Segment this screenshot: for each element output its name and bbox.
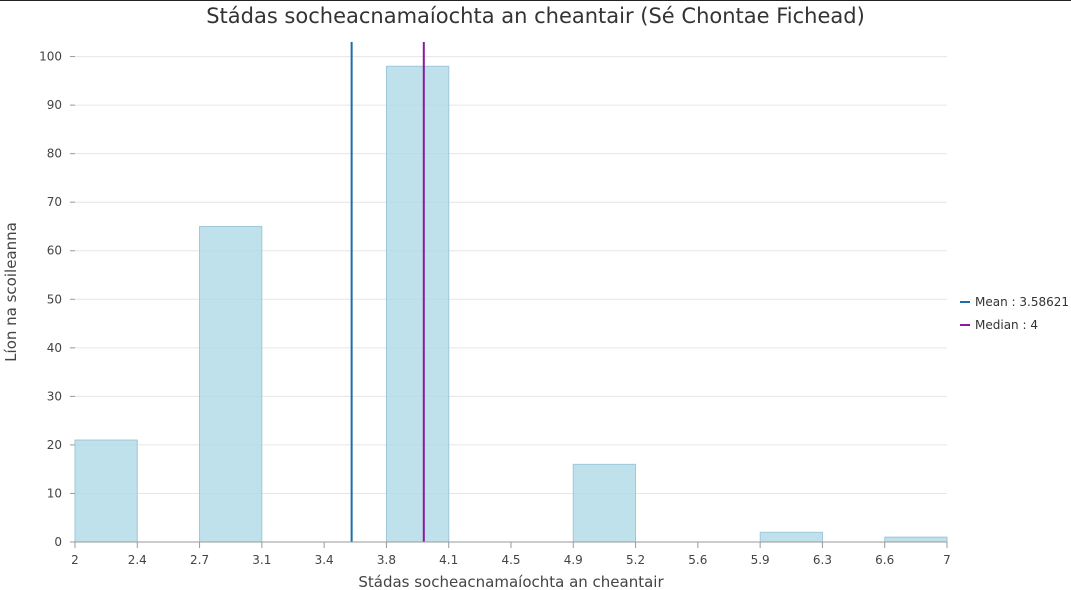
y-tick-label: 30 <box>47 389 62 403</box>
y-tick-label: 40 <box>47 341 62 355</box>
axes: 0 10 20 30 40 50 60 70 80 90 100 2 2.4 2.7 3.1 3.4 3.8 4.… <box>39 50 951 567</box>
histogram-bars <box>74 65 948 543</box>
y-tick-label: 20 <box>47 438 62 452</box>
x-tick-label: 7 <box>943 553 951 567</box>
y-axis-label: Líon na scoileanna <box>2 222 20 362</box>
x-tick-label: 2 <box>71 553 79 567</box>
x-tick-label: 6.3 <box>813 553 832 567</box>
x-tick-label: 4.5 <box>501 553 520 567</box>
x-tick-label: 2.7 <box>190 553 209 567</box>
x-tick-label: 2.4 <box>128 553 147 567</box>
y-tick-label: 100 <box>39 50 62 64</box>
legend-swatch-mean <box>960 300 970 303</box>
legend-item-mean[interactable]: Mean : 3.58621 <box>960 290 1069 313</box>
y-tick-label: 70 <box>47 195 62 209</box>
y-tick-label: 90 <box>47 98 62 112</box>
legend-swatch-median <box>960 323 970 326</box>
x-tick-label: 4.9 <box>564 553 583 567</box>
legend-item-median[interactable]: Median : 4 <box>960 313 1069 336</box>
x-tick-label: 3.1 <box>252 553 271 567</box>
top-border <box>0 0 1071 1</box>
chart-title: Stádas socheacnamaíochta an cheantair (S… <box>206 4 865 28</box>
x-tick-label: 5.9 <box>751 553 770 567</box>
legend-label-mean: Mean : 3.58621 <box>975 294 1069 309</box>
legend-label-median: Median : 4 <box>975 317 1038 332</box>
legend: Mean : 3.58621 Median : 4 <box>960 290 1069 336</box>
x-axis-label: Stádas socheacnamaíochta an cheantair <box>358 573 664 590</box>
x-tick-label: 3.8 <box>377 553 396 567</box>
histogram-bar <box>199 225 263 543</box>
y-tick-label: 80 <box>47 147 62 161</box>
y-tick-label: 50 <box>47 292 62 306</box>
histogram-bar <box>759 531 823 543</box>
y-tick-label: 10 <box>47 486 62 500</box>
x-tick-label: 4.1 <box>439 553 458 567</box>
histogram-bar <box>572 463 637 543</box>
x-tick-label: 5.2 <box>626 553 645 567</box>
x-tick-label: 3.4 <box>315 553 334 567</box>
reference-lines <box>350 42 425 542</box>
x-tick-label: 5.6 <box>688 553 707 567</box>
y-tick-label: 0 <box>54 535 62 549</box>
histogram-bar <box>385 65 450 543</box>
histogram-bar <box>884 536 948 543</box>
histogram-bar <box>74 439 138 543</box>
y-tick-label: 60 <box>47 244 62 258</box>
x-tick-label: 6.6 <box>875 553 894 567</box>
